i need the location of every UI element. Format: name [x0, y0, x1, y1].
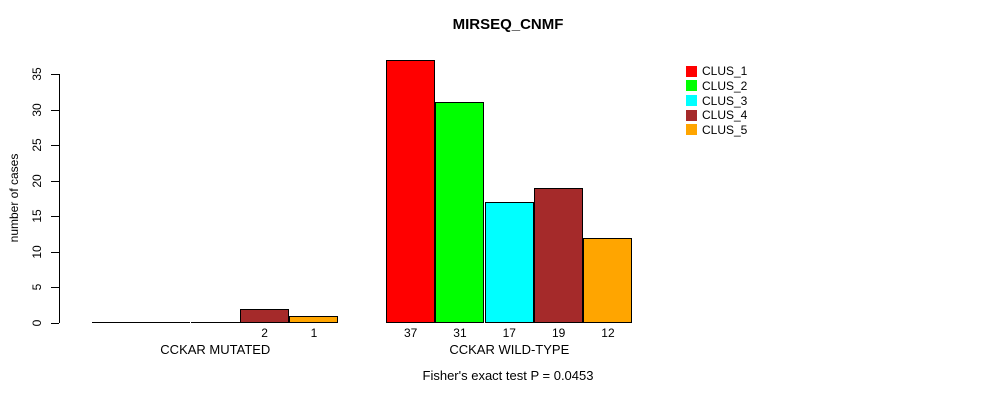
y-axis-tick-label: 0 [30, 319, 44, 327]
bar-value-label-clus-4-group1: 2 [261, 326, 268, 340]
y-axis-line [59, 74, 60, 323]
bar-clus-5-group1 [289, 316, 338, 323]
bar-clus-4-group2 [534, 188, 583, 323]
y-axis-tick [51, 180, 59, 182]
y-axis-tick-label: 30 [30, 102, 44, 117]
x-axis-group-label-2: CCKAR WILD-TYPE [449, 342, 570, 357]
bar-clus-4-group1 [240, 309, 289, 323]
bar-value-label-clus-2-group2: 31 [453, 326, 467, 340]
y-axis-tick [51, 109, 59, 111]
y-axis-tick [51, 145, 59, 147]
legend: CLUS_1 CLUS_2 CLUS_3 CLUS_4 CLUS_5 [686, 64, 747, 137]
legend-swatch-clus-1 [686, 65, 697, 77]
y-axis-tick-label: 35 [30, 67, 44, 81]
y-axis-tick [51, 251, 59, 253]
legend-swatch-clus-5 [686, 124, 697, 136]
bar-value-label-clus-5-group2: 12 [601, 326, 615, 340]
y-axis-tick-label: 15 [30, 209, 44, 223]
bar-clus-2-group1-zero [141, 322, 190, 323]
bar-clus-5-group2 [583, 238, 632, 323]
bar-clus-1-group2 [386, 60, 435, 323]
legend-swatch-clus-3 [686, 95, 697, 107]
y-axis-title: number of cases [7, 153, 21, 243]
legend-item-clus-4: CLUS_4 [686, 108, 747, 123]
legend-swatch-clus-2 [686, 80, 697, 92]
y-axis-tick [51, 287, 59, 289]
y-axis-tick-label: 20 [30, 174, 44, 188]
x-axis-group-label-1: CCKAR MUTATED [160, 342, 271, 357]
bar-value-label-clus-4-group2: 19 [551, 326, 566, 340]
bar-value-label-clus-1-group2: 37 [403, 326, 418, 340]
legend-label-clus-5: CLUS_5 [702, 122, 748, 137]
legend-item-clus-2: CLUS_2 [686, 79, 747, 94]
bar-value-label-clus-5-group1: 1 [310, 326, 318, 340]
y-axis-tick-label: 25 [30, 138, 44, 152]
y-axis-tick-label: 10 [30, 245, 44, 259]
legend-swatch-clus-4 [686, 109, 697, 121]
fisher-test-annotation: Fisher's exact test P = 0.0453 [422, 368, 594, 383]
bar-clus-1-group1-zero [92, 322, 141, 323]
bar-clus-3-group2 [485, 202, 534, 323]
legend-label-clus-3: CLUS_3 [702, 93, 748, 108]
legend-label-clus-1: CLUS_1 [702, 64, 748, 79]
chart-title: MIRSEQ_CNMF [452, 16, 564, 33]
y-axis-tick [51, 74, 59, 75]
legend-item-clus-5: CLUS_5 [686, 123, 747, 138]
bar-clus-2-group2 [435, 102, 484, 323]
legend-item-clus-3: CLUS_3 [686, 93, 747, 108]
legend-item-clus-1: CLUS_1 [686, 64, 747, 79]
y-axis-tick-label: 5 [30, 284, 44, 291]
legend-label-clus-2: CLUS_2 [702, 78, 748, 93]
bar-clus-3-group1-zero [191, 322, 240, 323]
y-axis-tick [51, 216, 59, 218]
y-axis-tick [51, 323, 59, 324]
legend-label-clus-4: CLUS_4 [702, 108, 748, 123]
bar-value-label-clus-3-group2: 17 [502, 326, 516, 340]
